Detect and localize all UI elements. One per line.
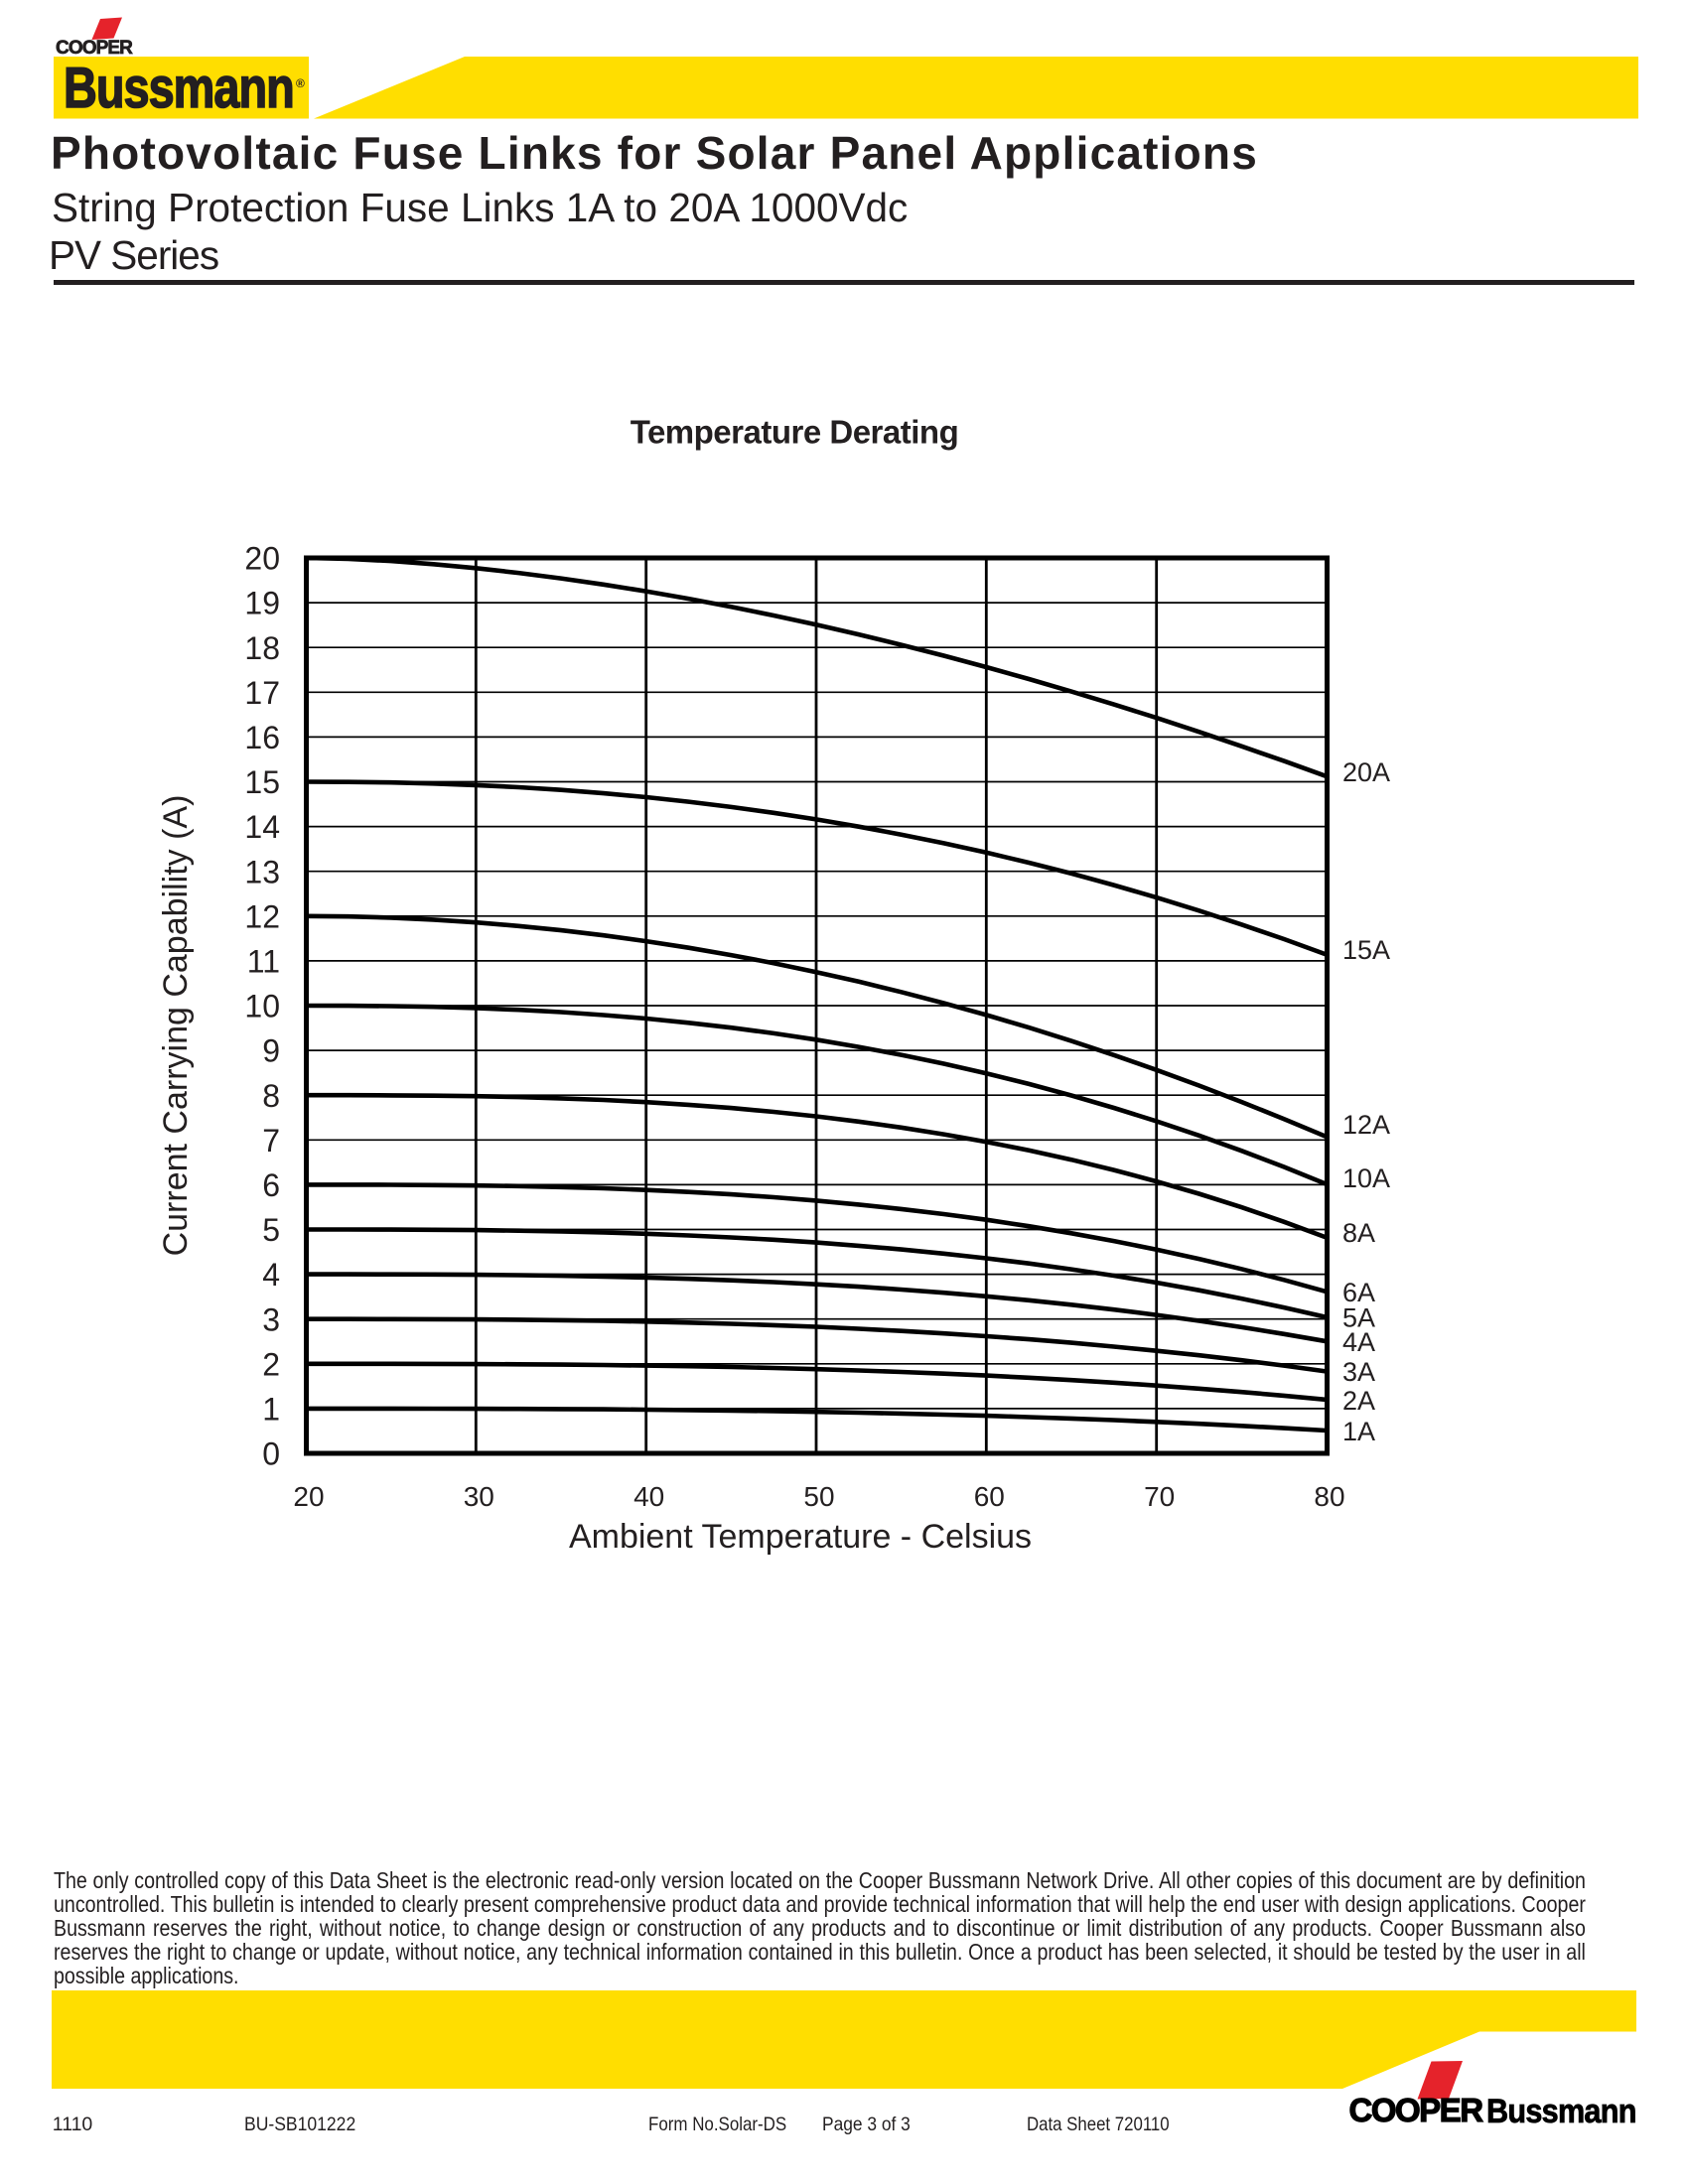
svg-text:4: 4 [262,1257,280,1293]
svg-text:6A: 6A [1342,1278,1375,1307]
svg-text:5: 5 [262,1212,280,1248]
svg-text:15A: 15A [1342,935,1390,965]
svg-text:11: 11 [247,944,280,980]
svg-text:1: 1 [262,1392,280,1428]
svg-text:0: 0 [262,1436,280,1472]
svg-text:20: 20 [293,1481,324,1512]
svg-text:2: 2 [262,1346,280,1382]
svg-text:30: 30 [464,1481,494,1512]
svg-text:6: 6 [262,1167,280,1203]
svg-text:Current Carrying Capability (A: Current Carrying Capability (A) [157,795,195,1257]
svg-text:10A: 10A [1342,1163,1390,1193]
svg-text:Temperature Derating: Temperature Derating [631,414,958,451]
svg-text:12A: 12A [1342,1110,1390,1140]
svg-text:20: 20 [244,541,280,577]
svg-text:14: 14 [244,809,280,845]
svg-text:1A: 1A [1342,1417,1375,1446]
svg-text:8A: 8A [1342,1218,1375,1248]
svg-text:20A: 20A [1342,757,1390,787]
svg-text:17: 17 [244,675,280,711]
svg-text:2A: 2A [1342,1386,1375,1416]
svg-text:5A: 5A [1342,1303,1375,1333]
svg-text:4A: 4A [1342,1327,1375,1357]
svg-text:Ambient Temperature - Celsius: Ambient Temperature - Celsius [569,1518,1032,1556]
svg-text:40: 40 [633,1481,664,1512]
svg-text:9: 9 [262,1033,280,1069]
svg-text:8: 8 [262,1078,280,1114]
svg-text:16: 16 [244,720,280,755]
svg-text:19: 19 [244,586,280,621]
svg-text:50: 50 [803,1481,834,1512]
svg-text:60: 60 [974,1481,1005,1512]
svg-text:10: 10 [244,989,280,1024]
svg-text:70: 70 [1144,1481,1175,1512]
svg-text:3A: 3A [1342,1357,1375,1387]
svg-text:3: 3 [262,1301,280,1337]
svg-text:13: 13 [244,854,280,889]
svg-text:15: 15 [244,764,280,800]
svg-text:12: 12 [244,898,280,934]
svg-text:18: 18 [244,630,280,666]
svg-text:80: 80 [1314,1481,1344,1512]
svg-text:7: 7 [262,1123,280,1159]
